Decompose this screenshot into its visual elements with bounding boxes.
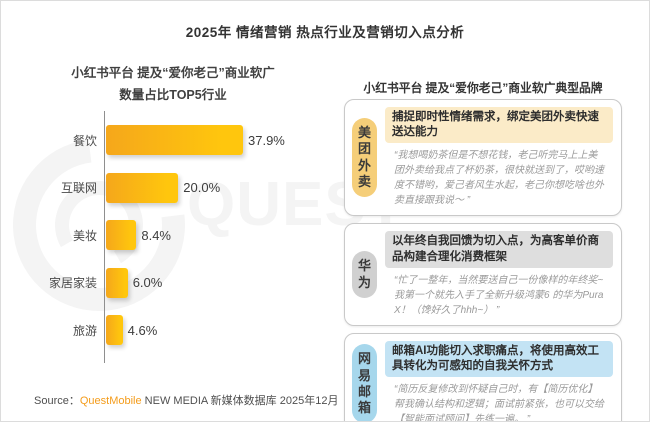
bar	[106, 220, 137, 250]
bar	[106, 172, 179, 203]
brand-cards-container: 美团外卖 捕捉即时性情绪需求，绑定美团外卖快速送达能力 “我想喝奶茶但是不想花钱，老…	[344, 99, 622, 422]
value-label: 8.4%	[141, 227, 171, 243]
brand-card-body: 捕捉即时性情绪需求，绑定美团外卖快速送达能力 “我想喝奶茶但是不想花钱，老己听完马…	[385, 107, 613, 208]
y-axis-line	[104, 111, 105, 363]
brand-name: 网易邮箱	[357, 351, 371, 416]
category-label: 家居家装	[48, 276, 97, 290]
bar	[106, 125, 243, 155]
brand-name-pill: 网易邮箱	[352, 344, 377, 421]
value-label: 4.6%	[127, 322, 158, 338]
brand-name: 华为	[357, 258, 371, 290]
category-label: 美妆	[72, 228, 97, 243]
source-prefix: Source：	[34, 395, 80, 407]
bar-row: 家居家装 6.0%	[31, 267, 333, 298]
source-line: Source：QuestMobile NEW MEDIA 新媒体数据库 2025…	[34, 392, 338, 408]
brand-user-quote: “我想喝奶茶但是不想花钱，老己听完马上上美团外卖给我点了杯奶茶，很快就送到了，哎…	[394, 150, 604, 207]
value-label: 20.0%	[183, 180, 221, 195]
brand-card-body: 邮箱AI功能切入求职痛点，将使用高效工具转化为可感知的自我关怀方式 “简历反复修改…	[385, 340, 613, 422]
source-suffix: NEW MEDIA 新媒体数据库 2025年12月	[141, 395, 339, 407]
brand-card: 美团外卖 捕捉即时性情绪需求，绑定美团外卖快速送达能力 “我想喝奶茶但是不想花钱，老…	[344, 99, 622, 217]
bar-chart-plot: 餐饮 37.9% 互联网 20.0% 美妆 8.4% 家居家装 6.0% 旅游 4.6%	[31, 111, 333, 363]
bar	[106, 267, 128, 298]
brand-user-quote: “忙了一整年，当然要送自己一份像样的年终奖~我第一个就先入手了全新升级鸿蒙6 的…	[394, 274, 604, 316]
brand-card-body: 以年终自我回馈为切入点，为高客单价商品构建合理化消费框架 “忙了一整年，当然要送自…	[385, 231, 613, 317]
brand-cards-title: 小红书平台 提及“爱你老己”商业软广典型品牌	[363, 81, 603, 95]
brand-card: 网易邮箱 邮箱AI功能切入求职痛点，将使用高效工具转化为可感知的自我关怀方式 “简历…	[344, 332, 622, 422]
bar-row: 互联网 20.0%	[31, 172, 333, 203]
bar-row: 美妆 8.4%	[31, 220, 333, 250]
brand-name: 美团外卖	[357, 125, 371, 189]
bar-row: 旅游 4.6%	[31, 315, 333, 345]
brand-user-quote: “简历反复修改到怀疑自己时，有【简历优化】帮我确认结构和逻辑；面试前紧张，也可以…	[394, 384, 604, 422]
bar-chart-title-line1: 小红书平台 提及“爱你老己”商业软广	[71, 66, 275, 80]
bar	[106, 315, 123, 345]
source-brand: QuestMobile	[79, 395, 142, 407]
brand-strategy-heading: 捕捉即时性情绪需求，绑定美团外卖快速送达能力	[385, 107, 613, 144]
value-label: 37.9%	[248, 132, 285, 148]
category-label: 互联网	[60, 181, 97, 195]
bar-row: 餐饮 37.9%	[31, 125, 333, 155]
category-label: 餐饮	[72, 133, 97, 148]
brand-name-pill: 美团外卖	[352, 118, 377, 198]
brand-card: 华为 以年终自我回馈为切入点，为高客单价商品构建合理化消费框架 “忙了一整年，当然要…	[344, 223, 622, 326]
brand-name-pill: 华为	[352, 251, 377, 298]
page-title: 2025年 情绪营销 热点行业及营销切入点分析	[185, 25, 465, 40]
brand-strategy-heading: 以年终自我回馈为切入点，为高客单价商品构建合理化消费框架	[385, 231, 613, 268]
category-label: 旅游	[72, 323, 97, 338]
value-label: 6.0%	[132, 275, 163, 290]
bar-chart-title: 小红书平台 提及“爱你老己”商业软广 数量占比TOP5行业	[29, 63, 317, 107]
brand-strategy-heading: 邮箱AI功能切入求职痛点，将使用高效工具转化为可感知的自我关怀方式	[385, 340, 613, 378]
bar-chart-title-line2: 数量占比TOP5行业	[119, 87, 227, 102]
